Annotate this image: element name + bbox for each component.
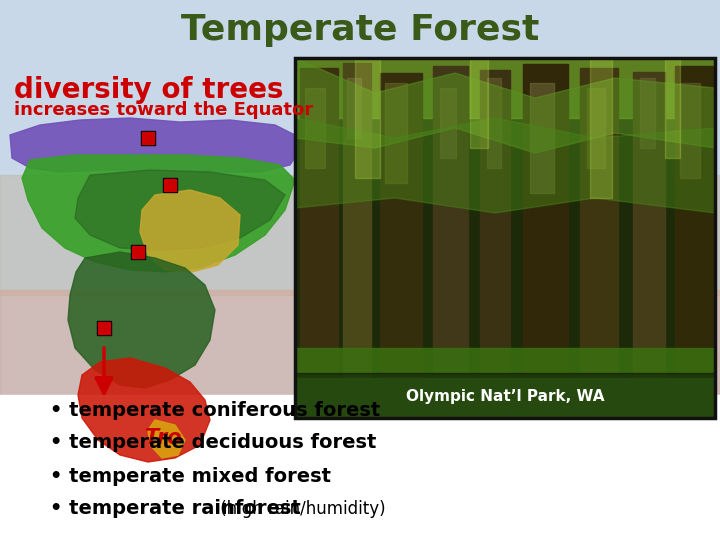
Bar [343, 63, 371, 408]
Polygon shape [140, 190, 240, 272]
Bar [680, 83, 700, 178]
Text: Olympic Nat’l Park, WA: Olympic Nat’l Park, WA [406, 388, 604, 403]
Polygon shape [78, 358, 210, 462]
Text: • temperate rainforest: • temperate rainforest [50, 500, 301, 518]
Bar [355, 58, 380, 178]
Text: (high rain/humidity): (high rain/humidity) [215, 500, 386, 518]
Bar [433, 66, 468, 408]
Bar [295, 58, 715, 418]
Polygon shape [10, 118, 300, 172]
Bar [470, 58, 488, 148]
Bar [487, 78, 501, 168]
Bar [587, 88, 605, 168]
Text: increases toward the Equator: increases toward the Equator [14, 101, 313, 119]
Bar [295, 348, 715, 418]
Bar [633, 72, 665, 408]
Text: diversity of trees: diversity of trees [14, 76, 284, 104]
Bar [385, 83, 407, 183]
Bar [295, 378, 715, 418]
Bar [0, 395, 720, 540]
Bar [0, 290, 720, 420]
Text: • temperate coniferous forest: • temperate coniferous forest [50, 401, 380, 420]
Bar [530, 83, 554, 193]
Bar [580, 68, 618, 408]
Bar [295, 58, 715, 118]
Bar [295, 373, 715, 418]
Polygon shape [148, 420, 185, 458]
Polygon shape [295, 58, 715, 153]
Bar [675, 66, 715, 408]
Polygon shape [75, 170, 285, 250]
Bar [440, 88, 456, 158]
Polygon shape [22, 155, 295, 272]
Text: • temperate mixed forest: • temperate mixed forest [50, 467, 331, 485]
Text: • temperate deciduous forest: • temperate deciduous forest [50, 434, 377, 453]
Bar [305, 88, 325, 168]
Bar [523, 64, 568, 408]
Bar [295, 58, 715, 418]
Bar [300, 68, 338, 408]
Text: Temperate Forest: Temperate Forest [181, 13, 539, 47]
Bar [380, 73, 422, 408]
Bar [590, 58, 612, 198]
Bar [347, 78, 361, 138]
Bar [665, 58, 680, 158]
Bar [480, 70, 510, 408]
Polygon shape [68, 252, 215, 388]
Text: Tro: Tro [145, 428, 181, 448]
Bar [0, 175, 720, 295]
Bar [640, 78, 655, 148]
Polygon shape [295, 118, 715, 213]
